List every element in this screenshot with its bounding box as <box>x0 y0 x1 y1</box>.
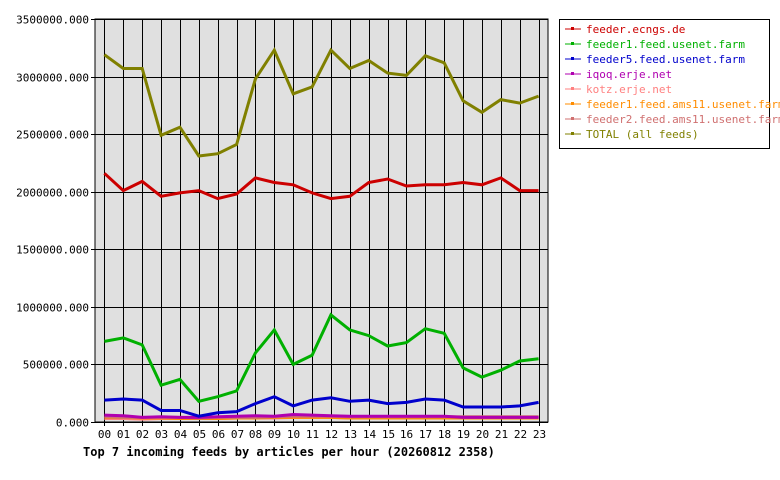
x-tick-label: 15 <box>382 428 395 441</box>
y-tick-label: 2500000.000 <box>16 129 89 142</box>
y-tick-label: 1000000.000 <box>16 302 89 315</box>
legend-marker-total-all-feeds <box>571 132 574 135</box>
x-tick-label: 06 <box>212 428 225 441</box>
series-lines <box>103 46 540 421</box>
chart-title: Top 7 incoming feeds by articles per hou… <box>83 445 495 459</box>
y-tick-label: 3000000.000 <box>16 72 89 85</box>
legend-marker-iqoq-erje-net <box>571 72 574 75</box>
x-tick-label: 21 <box>495 428 508 441</box>
legend-marker-feeder1-feed-ams11-usenet-farm <box>571 102 574 105</box>
legend-marker-feeder1-feed-usenet-farm <box>571 42 574 45</box>
series-line-iqoq-erje-net <box>104 412 539 419</box>
legend-label-feeder1-feed-ams11-usenet-farm: feeder1.feed.ams11.usenet.farm <box>586 98 780 111</box>
x-tick-label: 11 <box>306 428 319 441</box>
legend-marker-feeder-ecngs-de <box>571 27 574 30</box>
x-tick-label: 20 <box>476 428 489 441</box>
legend-marker-kotz-erje-net <box>571 87 574 90</box>
x-tick-label: 02 <box>136 428 149 441</box>
y-tick-label: 3500000.000 <box>16 14 89 27</box>
series-line-total-all-feeds <box>103 46 540 158</box>
series-line-feeder-ecngs-de <box>103 172 539 201</box>
x-tick-label: 10 <box>287 428 300 441</box>
grid-lines <box>95 19 548 423</box>
y-tick-label: 2000000.000 <box>16 187 89 200</box>
x-axis-ticks: 00 01 02 03 04 05 06 07 08 09 10 11 12 13 14 15 16 17 18 19… <box>98 422 546 441</box>
legend-label-feeder1-feed-usenet-farm: feeder1.feed.usenet.farm <box>586 38 745 51</box>
y-tick-label: 500000.000 <box>23 359 89 372</box>
plot-area <box>95 19 548 422</box>
plot-frame <box>94 18 549 423</box>
y-tick-label: 1500000.000 <box>16 244 89 257</box>
legend-label-iqoq-erje-net: iqoq.erje.net <box>586 68 672 81</box>
y-axis-ticks: 0.000 500000.000 1000000.000 1500000.000 200… <box>16 14 95 430</box>
x-tick-label: 05 <box>193 428 206 441</box>
x-tick-label: 04 <box>174 428 188 441</box>
legend-marker-feeder5-feed-usenet-farm <box>571 57 574 60</box>
series-line-feeder5-feed-usenet-farm <box>104 395 539 418</box>
x-tick-label: 18 <box>438 428 451 441</box>
legend: feeder.ecngs.de feeder1.feed.usenet.farm f… <box>559 19 780 149</box>
legend-label-feeder-ecngs-de: feeder.ecngs.de <box>586 23 685 36</box>
x-tick-label: 22 <box>514 428 527 441</box>
legend-marker-feeder2-feed-ams11-usenet-farm <box>571 117 574 120</box>
x-tick-label: 13 <box>344 428 357 441</box>
x-tick-label: 14 <box>363 428 377 441</box>
x-tick-label: 23 <box>533 428 546 441</box>
legend-label-total-all-feeds: TOTAL (all feeds) <box>586 128 699 141</box>
x-tick-label: 17 <box>419 428 432 441</box>
x-tick-label: 03 <box>155 428 168 441</box>
legend-label-feeder2-feed-ams11-usenet-farm: feeder2.feed.ams11.usenet.farm <box>586 113 780 126</box>
legend-label-feeder5-feed-usenet-farm: feeder5.feed.usenet.farm <box>586 53 745 66</box>
legend-label-kotz-erje-net: kotz.erje.net <box>586 83 672 96</box>
x-tick-label: 00 <box>98 428 111 441</box>
x-tick-label: 01 <box>117 428 130 441</box>
series-line-feeder1-feed-usenet-farm <box>104 312 539 403</box>
x-tick-label: 08 <box>249 428 262 441</box>
x-tick-label: 19 <box>457 428 470 441</box>
x-tick-label: 07 <box>231 428 244 441</box>
x-tick-label: 16 <box>400 428 413 441</box>
y-tick-label: 0.000 <box>56 417 89 430</box>
legend-box <box>559 19 770 149</box>
x-tick-label: 12 <box>325 428 338 441</box>
x-tick-label: 09 <box>268 428 281 441</box>
